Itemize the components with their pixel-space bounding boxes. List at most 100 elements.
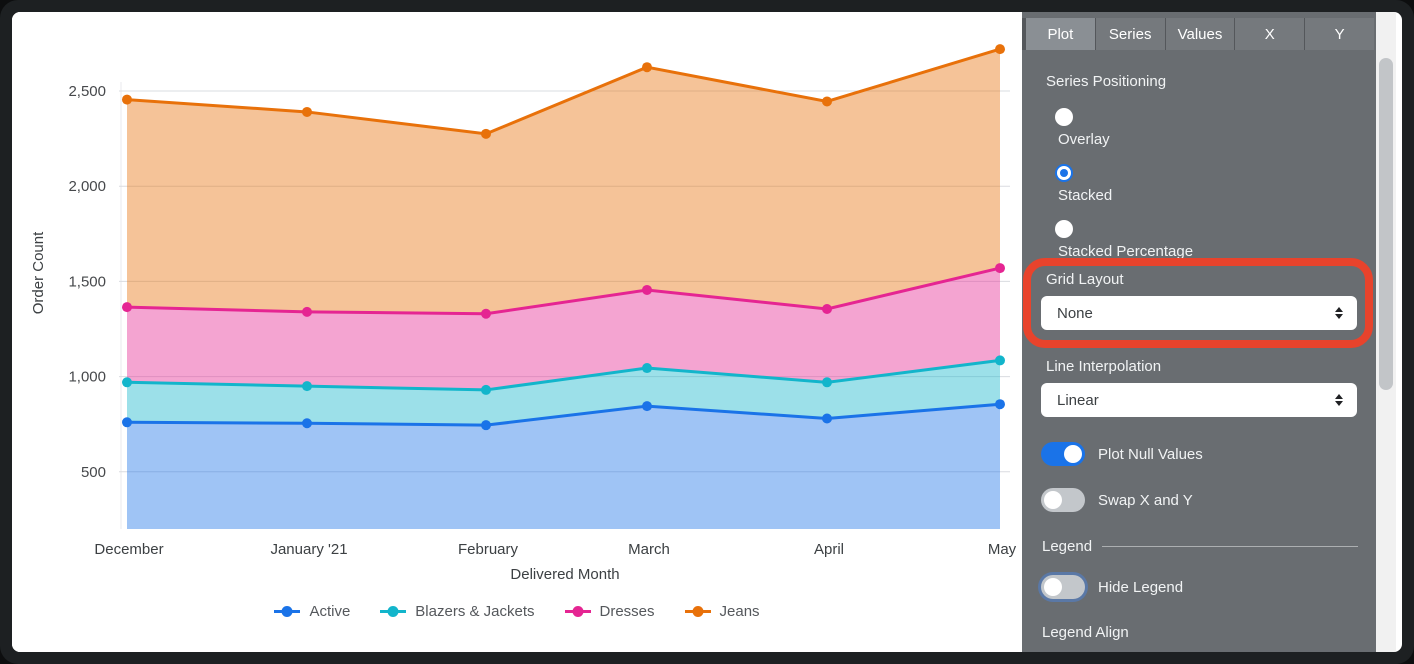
settings-panel: Plot Series Values X Y Series Positioning Ov… [1022, 12, 1396, 652]
legend-align-label: Legend Align [1042, 624, 1129, 641]
legend-item-blazers-jackets[interactable]: Blazers & Jackets [380, 603, 535, 620]
toggle-knob [1044, 578, 1062, 596]
scrollbar-track[interactable] [1376, 12, 1396, 652]
section-divider [1102, 546, 1358, 547]
data-point-dresses-may[interactable] [995, 263, 1005, 274]
y-tick-label: 2,500 [68, 83, 106, 100]
data-point-active-december[interactable] [122, 417, 132, 428]
tab-plot[interactable]: Plot [1026, 18, 1095, 50]
series-positioning-label: Series Positioning [1046, 73, 1167, 90]
legend-marker-icon [274, 606, 301, 617]
data-point-jeans-december[interactable] [122, 94, 132, 105]
data-point-active-may[interactable] [995, 399, 1005, 410]
legend-section-header: Legend [1042, 538, 1093, 555]
grid-layout-select[interactable]: None [1041, 296, 1357, 330]
data-point-blazers-jackets-april[interactable] [822, 377, 832, 388]
legend-marker-icon [380, 606, 407, 617]
swap-x-y-row: Swap X and Y [1041, 488, 1193, 512]
swap-x-and-y-label: Swap X and Y [1098, 491, 1193, 509]
x-tick-label: January '21 [270, 541, 347, 558]
legend-item-dresses[interactable]: Dresses [564, 603, 655, 620]
x-tick-label: December [94, 541, 163, 558]
data-point-blazers-jackets-may[interactable] [995, 355, 1005, 366]
scrollbar-thumb[interactable] [1379, 58, 1393, 390]
y-tick-label: 2,000 [68, 178, 106, 195]
panel-body: Series Positioning Overlay Stacked Stacked… [1022, 12, 1396, 652]
hide-legend-label: Hide Legend [1098, 578, 1184, 596]
legend-marker-icon [564, 606, 591, 617]
series-positioning-group: Overlay Stacked Stacked Percentage [1055, 108, 1193, 276]
tab-values[interactable]: Values [1165, 18, 1235, 50]
data-point-jeans-january-21[interactable] [302, 106, 312, 117]
series-line-blazers-jackets [126, 358, 1001, 392]
x-axis-title: Delivered Month [510, 566, 619, 583]
y-tick-label: 1,500 [68, 273, 106, 290]
toggle-knob [1064, 445, 1082, 463]
data-point-dresses-december[interactable] [122, 302, 132, 313]
legend-item-active[interactable]: Active [274, 603, 350, 620]
radio-selected-icon[interactable] [1055, 164, 1073, 182]
data-point-blazers-jackets-january-21[interactable] [302, 381, 312, 392]
tab-x[interactable]: X [1235, 18, 1305, 50]
chart-section: 500 1,000 1,500 2,000 2,500 December January '… [12, 12, 1022, 652]
data-point-jeans-march[interactable] [642, 62, 652, 73]
radio-option-stacked-percentage[interactable]: Stacked Percentage [1055, 220, 1193, 261]
data-point-active-february[interactable] [481, 420, 491, 431]
x-tick-label: May [988, 541, 1017, 558]
radio-option-label: Stacked [1058, 187, 1113, 204]
radio-option-stacked[interactable]: Stacked [1055, 164, 1193, 205]
radio-option-label: Overlay [1058, 131, 1110, 148]
line-interpolation-value: Linear [1057, 391, 1099, 409]
hide-legend-toggle[interactable] [1041, 575, 1085, 599]
data-point-blazers-jackets-march[interactable] [642, 363, 652, 374]
radio-option-label: Stacked Percentage [1058, 243, 1194, 260]
y-tick-label: 500 [81, 464, 106, 481]
line-interpolation-select[interactable]: Linear [1041, 383, 1357, 417]
legend-marker-icon [684, 606, 711, 617]
legend-label: Jeans [719, 603, 760, 620]
x-tick-label: March [628, 541, 670, 558]
radio-icon[interactable] [1055, 108, 1073, 126]
series-line-active [126, 402, 1001, 427]
data-point-dresses-january-21[interactable] [302, 306, 312, 317]
radio-option-overlay[interactable]: Overlay [1055, 108, 1193, 149]
y-tick-label: 1,000 [68, 369, 106, 386]
legend-label: Active [309, 603, 351, 620]
toggle-knob [1044, 491, 1062, 509]
plot-null-values-row: Plot Null Values [1041, 442, 1203, 466]
data-point-dresses-march[interactable] [642, 284, 652, 295]
x-tick-label: April [814, 541, 844, 558]
data-point-active-march[interactable] [642, 401, 652, 412]
series-area-dresses [127, 268, 1000, 390]
data-point-blazers-jackets-december[interactable] [122, 377, 132, 388]
series-area-blazers-jackets [127, 360, 1000, 426]
series-area-jeans [127, 49, 1000, 314]
data-point-dresses-april[interactable] [822, 304, 832, 315]
app-window: 500 1,000 1,500 2,000 2,500 December January '… [12, 12, 1402, 652]
chart-legend: Active Blazers & Jackets Dresses Jeans [12, 603, 1022, 620]
x-tick-label: February [458, 541, 519, 558]
swap-x-and-y-toggle[interactable] [1041, 488, 1085, 512]
grid-layout-label: Grid Layout [1046, 271, 1124, 288]
grid-layout-value: None [1057, 304, 1093, 322]
legend-item-jeans[interactable]: Jeans [684, 603, 760, 620]
plot-null-values-toggle[interactable] [1041, 442, 1085, 466]
line-interpolation-label: Line Interpolation [1046, 358, 1162, 375]
data-point-jeans-may[interactable] [995, 44, 1005, 55]
data-point-blazers-jackets-february[interactable] [481, 384, 491, 395]
updown-arrows-icon [1335, 307, 1343, 319]
y-axis-title: Order Count [30, 231, 47, 314]
series-line-dresses [126, 266, 1001, 316]
panel-tabs: Plot Series Values X Y [1022, 18, 1374, 50]
tab-series[interactable]: Series [1095, 18, 1165, 50]
radio-icon[interactable] [1055, 220, 1073, 238]
data-point-active-january-21[interactable] [302, 418, 312, 429]
data-point-active-april[interactable] [822, 413, 832, 424]
data-point-jeans-april[interactable] [822, 96, 832, 107]
series-area-active [127, 404, 1000, 529]
stacked-area-chart: 500 1,000 1,500 2,000 2,500 December January '… [30, 44, 1017, 583]
data-point-dresses-february[interactable] [481, 308, 491, 319]
tab-y[interactable]: Y [1305, 18, 1374, 50]
data-point-jeans-february[interactable] [481, 128, 491, 139]
